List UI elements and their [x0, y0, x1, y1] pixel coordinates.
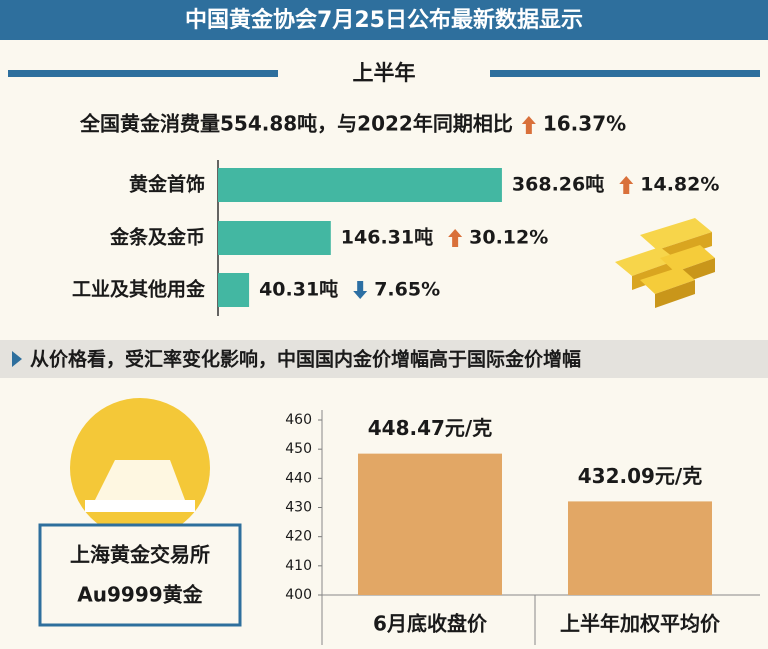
stripe	[8, 70, 278, 77]
x-tick-label: 上半年加权平均价	[560, 612, 721, 636]
y-tick-label: 440	[285, 470, 312, 486]
exchange-box	[38, 523, 242, 627]
summary: 全国黄金消费量554.88吨，与2022年同期相比	[79, 112, 513, 136]
category-label: 工业及其他用金	[72, 278, 206, 301]
trend-arrow	[521, 116, 536, 134]
y-tick-label: 400	[285, 587, 312, 603]
trend-arrow	[619, 176, 634, 194]
y-tick-label: 460	[285, 412, 312, 428]
gold-coin-icon	[70, 398, 210, 538]
y-tick-label: 410	[285, 558, 312, 574]
y-tick-label: 450	[285, 441, 312, 457]
value-label: 448.47元/克	[368, 416, 492, 440]
note: 从价格看，受汇率变化影响，中国国内金价增幅高于国际金价增幅	[30, 348, 581, 371]
box-line: Au9999黄金	[77, 583, 203, 607]
gold-bars-icon	[615, 218, 715, 308]
x-tick-label: 6月底收盘价	[373, 612, 488, 636]
title: 中国黄金协会7月25日公布最新数据显示	[185, 7, 583, 33]
category-label: 黄金首饰	[129, 173, 205, 196]
bar	[568, 501, 712, 595]
y-tick-label: 420	[285, 529, 312, 545]
value-label: 40.31吨	[259, 278, 338, 301]
marker	[12, 351, 22, 367]
value-label: 368.26吨	[512, 173, 604, 196]
value-label: 432.09元/克	[578, 464, 702, 488]
change-label: 30.12%	[469, 227, 548, 249]
bar	[218, 168, 502, 202]
category-label: 金条及金币	[109, 226, 205, 249]
bar	[358, 453, 502, 595]
summary-change: 16.37%	[543, 112, 626, 136]
note-band	[0, 340, 768, 378]
header-bar	[0, 0, 768, 40]
section-title: 上半年	[353, 61, 416, 85]
change-label: 14.82%	[640, 174, 719, 196]
value-label: 146.31吨	[341, 226, 433, 249]
bar	[218, 273, 250, 307]
y-tick-label: 430	[285, 500, 312, 516]
trend-arrow	[448, 229, 463, 247]
bar	[218, 221, 331, 255]
stripe	[490, 70, 760, 77]
trend-arrow	[353, 281, 368, 299]
change-label: 7.65%	[374, 279, 440, 301]
box-line: 上海黄金交易所	[70, 543, 210, 567]
